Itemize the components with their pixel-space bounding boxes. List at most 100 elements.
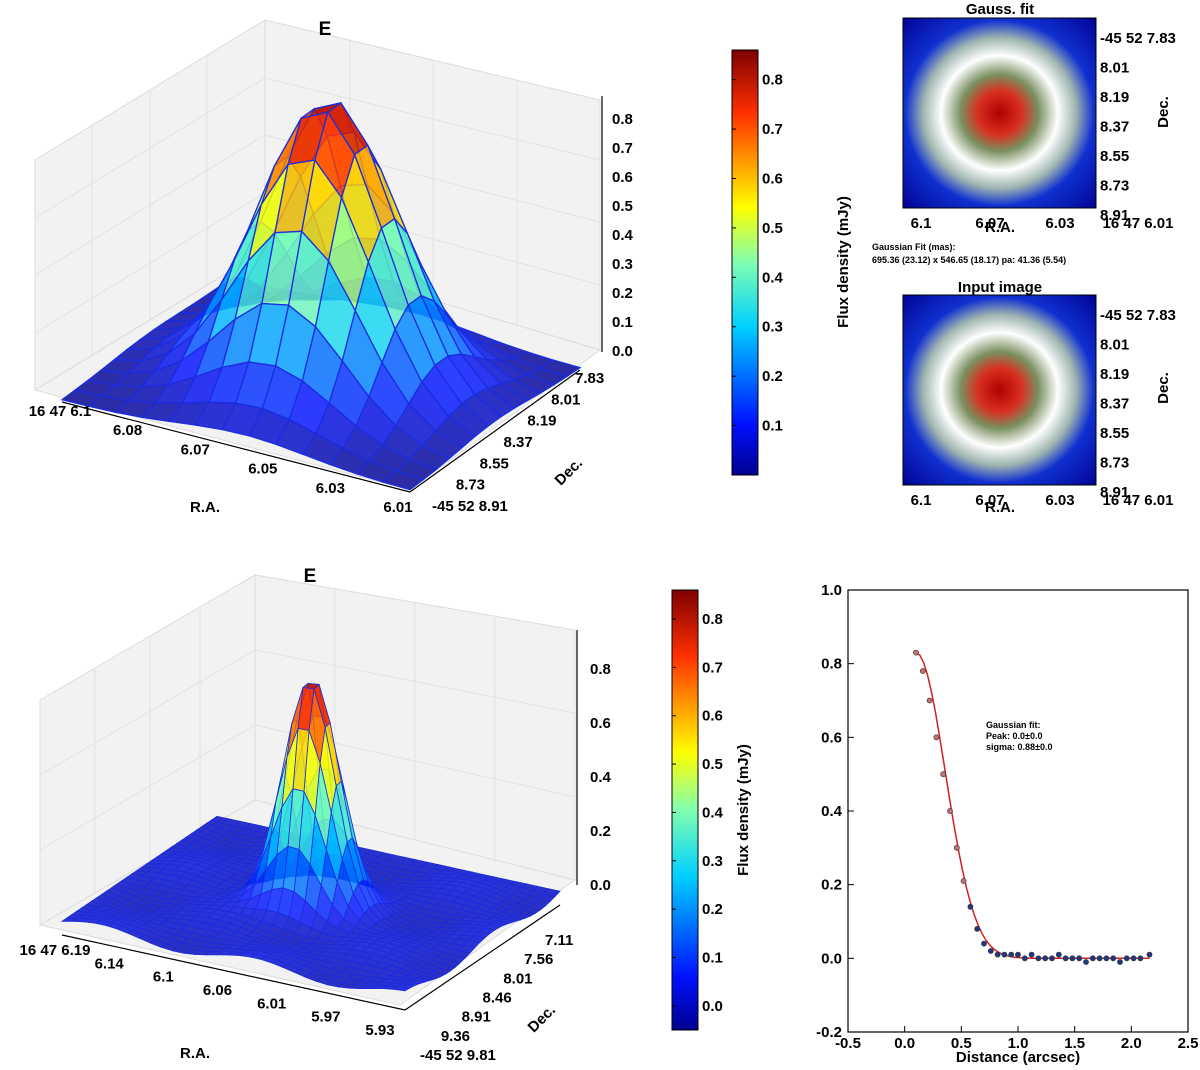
colorbar-tick-label: 0.2 <box>762 368 783 385</box>
ra-tick-label: 6.07 <box>975 215 1004 232</box>
x-tick-label: 6.08 <box>113 422 142 439</box>
colorbar-tick-label: 0.1 <box>702 949 723 966</box>
dec-tick-label: -45 52 7.83 <box>1100 30 1176 47</box>
dec-tick-labels: -45 52 7.83 8.01 8.19 8.37 8.55 8.73 8.91 <box>1100 307 1176 501</box>
z-tick-label: 0.4 <box>590 769 612 786</box>
x-tick-label: 5.93 <box>365 1022 394 1039</box>
data-point <box>1021 955 1028 962</box>
y-axis-label: Dec. <box>1155 96 1172 128</box>
surface-title: E <box>304 566 317 587</box>
plot-frame <box>847 589 1189 1033</box>
dec-tick-label: 8.55 <box>1100 148 1129 165</box>
x-axis-label: R.A. <box>190 499 220 516</box>
colorbar-tick-label: 0.6 <box>762 170 783 187</box>
y-tick-label: 0.8 <box>821 656 842 673</box>
y-tick-label: 7.11 <box>545 932 573 949</box>
z-tick-labels: 0.0 0.1 0.2 0.3 0.4 0.5 0.6 0.7 0.8 <box>612 111 634 360</box>
data-point <box>981 940 987 947</box>
data-points <box>913 649 1153 965</box>
ra-tick-label: 6.03 <box>1045 492 1074 509</box>
fit-annotation-line-1: Gaussian fit: <box>986 720 1041 730</box>
data-point <box>1001 951 1008 958</box>
data-point <box>1042 955 1049 962</box>
dec-tick-label: 8.01 <box>1100 60 1129 77</box>
colorbar-top: 0.1 0.2 0.3 0.4 0.5 0.6 0.7 0.8 Flux density (m… <box>731 49 852 476</box>
z-tick-label: 0.7 <box>612 140 633 157</box>
data-point <box>1096 955 1103 962</box>
y-tick-label: 7.56 <box>524 951 553 968</box>
y-axis-line <box>404 904 561 1011</box>
colorbar-tick-label: 0.3 <box>702 853 723 870</box>
data-point <box>1137 955 1144 962</box>
data-point <box>987 948 994 954</box>
y-tick-label: 8.19 <box>527 413 556 430</box>
colorbar-tick-label: 0.5 <box>702 756 723 773</box>
data-point <box>1103 955 1110 962</box>
x-tick-label: 6.1 <box>153 969 174 986</box>
data-point <box>1008 951 1015 958</box>
dec-tick-label: 8.91 <box>1100 484 1129 501</box>
y-tick-label: 8.91 <box>462 1009 491 1026</box>
data-point <box>967 903 974 910</box>
colorbar-tick-label: 0.4 <box>762 269 784 286</box>
gauss-fit-image: Gauss. fit -45 52 7.83 8.01 8.19 8.37 8.55 8.… <box>872 1 1176 265</box>
colorbar-tick-label: 0.7 <box>762 121 783 138</box>
x-tick-label: 6.05 <box>248 461 277 478</box>
data-point <box>974 926 981 932</box>
z-tick-label: 0.0 <box>612 343 633 360</box>
data-point <box>994 951 1001 958</box>
surface-mesh <box>60 682 561 992</box>
data-point <box>1069 955 1076 962</box>
y-tick-label: 0.4 <box>821 803 843 820</box>
x-tick-label: 16 47 6.1 <box>29 403 92 420</box>
colorbar-bottom: 0.0 0.1 0.2 0.3 0.4 0.5 0.6 0.7 0.8 Flux density… <box>671 589 752 1031</box>
colorbar-tick-label: 0.0 <box>702 998 723 1015</box>
y-tick-labels: 7.11 7.56 8.01 8.46 8.91 9.36 -45 52 9.81 <box>420 932 573 1064</box>
dec-tick-labels: -45 52 7.83 8.01 8.19 8.37 8.55 8.73 8.91 <box>1100 30 1176 224</box>
y-tick-label: -45 52 8.91 <box>432 498 508 515</box>
z-tick-label: 0.8 <box>612 111 633 128</box>
y-tick-label: 8.37 <box>504 434 533 451</box>
x-tick-label: 5.97 <box>311 1009 340 1026</box>
data-point <box>913 649 919 656</box>
y-tick-label: 9.36 <box>441 1028 470 1045</box>
data-point <box>960 878 967 884</box>
data-point <box>1028 951 1035 958</box>
colorbar-tick-label: 0.4 <box>702 804 724 821</box>
dec-tick-label: 8.73 <box>1100 455 1129 472</box>
x-tick-label: 16 47 6.19 <box>20 942 91 959</box>
x-tick-label: 6.06 <box>203 982 232 999</box>
y-tick-label: 0.0 <box>821 950 842 967</box>
ra-tick-label: 6.1 <box>911 492 932 509</box>
x-tick-label: 6.14 <box>95 955 125 972</box>
z-tick-label: 0.6 <box>590 715 611 732</box>
data-point <box>1062 955 1069 962</box>
x-tick-label: -0.5 <box>835 1035 861 1052</box>
fit-annotation-line-1: Gaussian Fit (mas): <box>872 242 956 252</box>
data-point <box>1015 951 1021 958</box>
surface-facet <box>60 389 104 408</box>
y-tick-label: 8.01 <box>503 970 532 987</box>
data-point <box>947 808 953 814</box>
z-tick-label: 0.3 <box>612 256 633 273</box>
data-point <box>1130 955 1137 962</box>
input-image-title: Input image <box>958 279 1042 296</box>
data-point <box>1123 955 1130 962</box>
dec-tick-label: 8.73 <box>1100 178 1129 195</box>
gauss-fit-heatmap <box>902 17 1097 209</box>
data-point <box>1035 955 1042 962</box>
y-tick-label: -45 52 9.81 <box>420 1047 496 1064</box>
data-point <box>919 668 926 674</box>
y-tick-labels: 7.83 8.01 8.19 8.37 8.55 8.73 -45 52 8.91 <box>432 370 604 515</box>
colorbar-tick-label: 0.8 <box>762 72 783 89</box>
axis-ticks: -0.5 0.0 0.5 1.0 1.5 2.0 2.5 -0.2 0.0 0.2 0.4 0.6 0.… <box>816 582 1198 1052</box>
data-point <box>1076 955 1083 962</box>
z-tick-label: 0.6 <box>612 169 633 186</box>
ra-tick-label: 16 47 6.01 <box>1103 215 1174 232</box>
grid-lines <box>39 589 576 893</box>
y-axis-line <box>409 369 581 493</box>
x-tick-label: 6.01 <box>257 995 286 1012</box>
fit-annotation-line-3: sigma: 0.88±0.0 <box>986 742 1052 752</box>
y-tick-label: 8.73 <box>456 477 485 494</box>
x-tick-label: 1.0 <box>1008 1035 1029 1052</box>
